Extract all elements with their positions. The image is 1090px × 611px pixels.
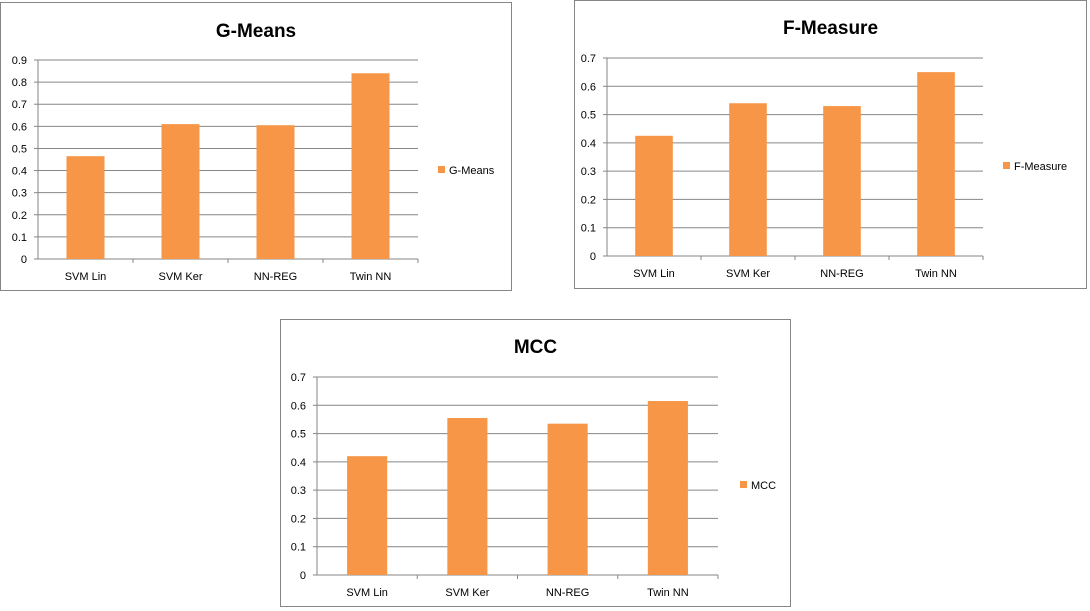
y-tick-label: 0.6 xyxy=(12,121,27,133)
y-tick-label: 0.4 xyxy=(581,138,596,150)
x-tick-label: SVM Lin xyxy=(65,271,107,283)
y-tick-label: 0.5 xyxy=(581,110,596,122)
x-tick-label: Twin NN xyxy=(647,587,689,599)
chart-title: G-Means xyxy=(216,21,296,42)
y-tick-label: 0.7 xyxy=(291,372,306,384)
y-tick-label: 0.1 xyxy=(581,223,596,235)
x-tick-label: NN-REG xyxy=(820,268,863,280)
chart-title: F-Measure xyxy=(783,18,878,39)
mcc-chart: MCC 0 0.1 0.2 0.3 0.4 0.5 0.6 0.7 SVM Lin SVM Ker N… xyxy=(280,319,791,607)
bar-svm-ker xyxy=(447,418,488,575)
y-tick-label: 0.2 xyxy=(12,210,27,222)
bar-svm-lin xyxy=(347,456,388,575)
chart-svg: G-Means 0 0.1 0.2 0.3 0.4 0.5 0.6 0.7 0.8 0.9 SVM L… xyxy=(12,21,495,283)
y-tick-label: 0.4 xyxy=(12,166,27,178)
y-tick-label: 0.3 xyxy=(581,166,596,178)
legend-swatch xyxy=(1003,162,1010,169)
y-tick-label: 0.7 xyxy=(12,99,27,111)
legend-label: G-Means xyxy=(449,165,495,177)
y-tick-label: 0.5 xyxy=(12,143,27,155)
chart-svg: MCC 0 0.1 0.2 0.3 0.4 0.5 0.6 0.7 SVM Lin SVM Ker N… xyxy=(291,337,776,599)
x-tick-label: SVM Lin xyxy=(346,587,388,599)
bar-nn-reg xyxy=(256,125,295,259)
y-tick-label: 0.2 xyxy=(291,513,306,525)
y-tick-label: 0.3 xyxy=(291,485,306,497)
legend-swatch xyxy=(740,481,747,488)
y-tick-label: 0.6 xyxy=(581,81,596,93)
y-tick-label: 0.4 xyxy=(291,457,306,469)
y-tick-label: 0.2 xyxy=(581,194,596,206)
legend-label: F-Measure xyxy=(1014,161,1067,173)
x-tick-label: NN-REG xyxy=(254,271,297,283)
x-tick-label: SVM Ker xyxy=(445,587,489,599)
y-tick-label: 0.1 xyxy=(12,232,27,244)
y-tick-label: 0.8 xyxy=(12,77,27,89)
y-tick-label: 0.5 xyxy=(291,429,306,441)
bar-svm-lin xyxy=(635,135,673,256)
chart-title: MCC xyxy=(514,337,558,358)
y-tick-label: 0 xyxy=(21,254,27,266)
bar-nn-reg xyxy=(823,106,861,256)
y-tick-label: 0 xyxy=(300,570,306,582)
g-means-chart: G-Means 0 0.1 0.2 0.3 0.4 0.5 0.6 0.7 0.8 0.9 SVM L… xyxy=(0,2,512,291)
y-tick-label: 0.7 xyxy=(581,53,596,65)
bar-twin-nn xyxy=(647,401,688,575)
x-tick-label: SVM Lin xyxy=(633,268,675,280)
legend-swatch xyxy=(438,166,445,173)
x-tick-label: SVM Ker xyxy=(158,271,202,283)
x-tick-label: SVM Ker xyxy=(726,268,770,280)
bar-twin-nn xyxy=(917,72,955,257)
bar-svm-ker xyxy=(161,124,200,259)
x-tick-label: NN-REG xyxy=(546,587,589,599)
legend-label: MCC xyxy=(751,480,776,492)
y-tick-label: 0.6 xyxy=(291,400,306,412)
bar-svm-ker xyxy=(729,103,767,256)
bar-twin-nn xyxy=(351,73,390,260)
chart-svg: F-Measure 0 0.1 0.2 0.3 0.4 0.5 0.6 0.7 SVM Lin SV… xyxy=(581,18,1067,280)
f-measure-chart: F-Measure 0 0.1 0.2 0.3 0.4 0.5 0.6 0.7 SVM Lin SV… xyxy=(574,0,1087,289)
bar-svm-lin xyxy=(66,156,105,259)
y-tick-label: 0.1 xyxy=(291,542,306,554)
y-tick-label: 0 xyxy=(590,251,596,263)
bar-nn-reg xyxy=(547,423,588,575)
y-tick-label: 0.9 xyxy=(12,55,27,67)
x-tick-label: Twin NN xyxy=(915,268,957,280)
x-tick-label: Twin NN xyxy=(350,271,392,283)
y-tick-label: 0.3 xyxy=(12,188,27,200)
